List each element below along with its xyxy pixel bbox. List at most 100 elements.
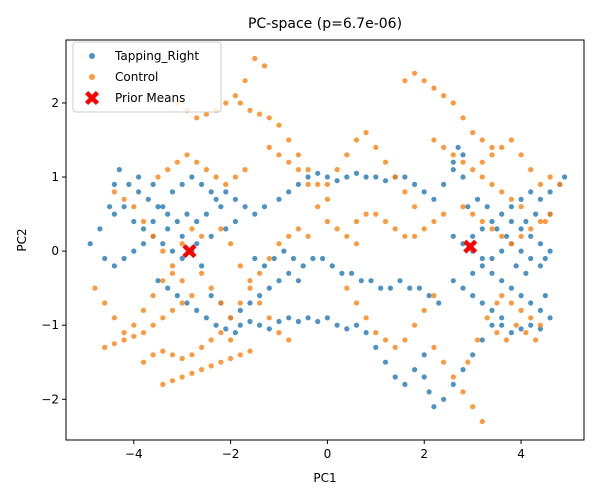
data-point: [470, 233, 476, 239]
data-point: [305, 174, 311, 180]
data-point: [203, 167, 209, 173]
prior-mean-marker: [182, 244, 197, 259]
data-point: [373, 344, 379, 350]
data-point: [286, 337, 292, 343]
prior-mean-marker: [463, 239, 478, 254]
data-point: [518, 248, 524, 254]
data-point: [247, 285, 253, 291]
data-point: [344, 233, 350, 239]
data-point: [460, 389, 466, 395]
y-tick-label: 1: [51, 170, 59, 184]
data-point: [290, 255, 297, 262]
data-point: [276, 278, 282, 284]
data-point: [252, 211, 258, 217]
data-point: [261, 263, 268, 269]
data-point: [494, 330, 500, 336]
data-point: [523, 330, 529, 336]
data-point: [344, 326, 350, 332]
data-point: [431, 137, 437, 143]
data-point: [150, 322, 156, 328]
data-point: [295, 167, 301, 173]
data-point: [421, 78, 427, 84]
y-axis-ticks: −2 −1 0 1 2: [41, 96, 66, 406]
data-point: [518, 196, 524, 202]
data-point: [334, 167, 340, 173]
data-point: [169, 263, 176, 269]
data-point: [320, 255, 326, 262]
data-point: [339, 270, 345, 276]
legend-label-prior-means: Prior Means: [115, 91, 185, 105]
data-point: [421, 189, 427, 195]
data-point: [533, 211, 539, 217]
data-point: [228, 315, 234, 321]
data-point: [363, 211, 369, 217]
data-point: [131, 248, 137, 254]
data-point: [407, 285, 413, 291]
data-point: [349, 270, 355, 276]
data-point: [266, 144, 272, 150]
data-point: [179, 181, 185, 187]
data-point: [421, 307, 427, 313]
data-point: [121, 255, 127, 262]
data-point: [489, 270, 495, 276]
data-point: [208, 189, 214, 195]
data-point: [111, 315, 117, 321]
data-point: [232, 330, 238, 336]
data-point: [102, 344, 108, 350]
data-point: [416, 285, 422, 291]
data-point: [295, 318, 301, 325]
data-point: [528, 233, 534, 239]
data-point: [441, 211, 447, 217]
data-point: [547, 174, 553, 180]
data-point: [111, 181, 117, 187]
data-point: [131, 322, 137, 328]
data-point: [276, 241, 282, 247]
data-point: [489, 307, 495, 313]
data-point: [518, 293, 524, 299]
data-point: [189, 370, 195, 376]
data-point: [194, 218, 200, 225]
data-point: [184, 152, 190, 158]
data-point: [295, 226, 301, 232]
data-point: [436, 300, 442, 306]
data-point: [324, 218, 330, 225]
y-axis-label: PC2: [15, 228, 29, 251]
data-point: [499, 315, 505, 321]
data-point: [528, 226, 534, 232]
data-point: [223, 181, 229, 187]
data-point: [547, 248, 553, 254]
data-point: [155, 204, 161, 210]
data-point: [160, 278, 166, 284]
data-point: [479, 159, 485, 165]
data-point: [111, 211, 117, 217]
data-point: [479, 263, 485, 269]
data-point: [218, 300, 224, 306]
data-point: [455, 144, 461, 150]
legend: Tapping_Right Control Prior Means: [72, 41, 222, 113]
data-point: [199, 233, 205, 239]
data-point: [286, 159, 292, 165]
data-point: [261, 204, 268, 210]
data-point: [450, 374, 456, 380]
data-point: [174, 293, 180, 299]
data-point: [426, 293, 432, 299]
data-point: [102, 300, 108, 306]
data-point: [518, 326, 524, 332]
data-point: [397, 278, 403, 284]
x-tick-label: 4: [517, 447, 525, 461]
data-point: [310, 255, 316, 262]
data-point: [305, 181, 311, 187]
data-point: [508, 137, 514, 143]
series-control: [92, 55, 563, 425]
data-point: [499, 189, 505, 195]
data-point: [431, 85, 437, 91]
legend-marker-control: [89, 74, 95, 80]
data-point: [145, 196, 151, 202]
data-point: [518, 204, 524, 210]
data-point: [223, 100, 229, 106]
data-point: [218, 226, 224, 232]
x-tick-label: −4: [125, 447, 143, 461]
data-point: [344, 152, 350, 158]
data-point: [334, 178, 340, 184]
data-point: [213, 174, 219, 180]
